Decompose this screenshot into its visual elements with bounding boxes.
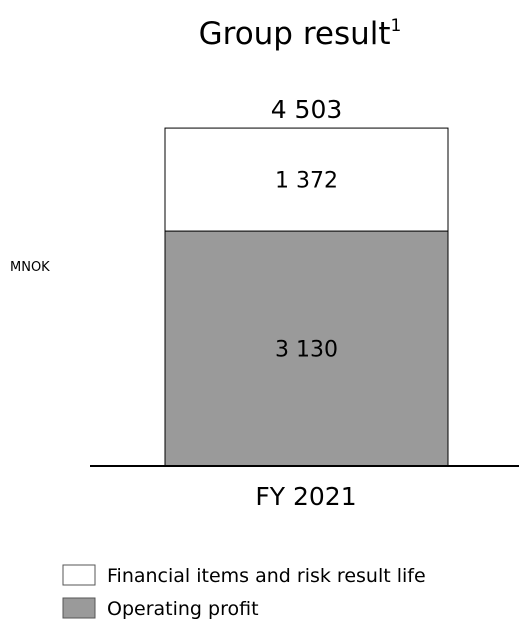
legend: Financial items and risk result life Oper… — [62, 564, 426, 620]
legend-swatch-0 — [62, 564, 96, 586]
category-label: FY 2021 — [255, 482, 356, 511]
chart-title: Group result1 — [199, 16, 402, 52]
y-axis-unit-label: MNOK — [10, 260, 50, 275]
legend-swatch-1 — [62, 597, 96, 619]
bar-segment-1 — [164, 127, 449, 232]
total-label: 4 503 — [271, 95, 343, 124]
legend-label-0: Financial items and risk result life — [107, 565, 426, 587]
bar-segment-label-0: 3 130 — [275, 338, 338, 363]
bar-group: 3 130 1 372 4 503 — [164, 95, 449, 467]
bar-segment-label-1: 1 372 — [275, 169, 338, 194]
chart-title-text: Group result — [199, 16, 391, 52]
bar-segment-0 — [164, 230, 449, 467]
chart-title-footnote: 1 — [391, 16, 402, 36]
legend-label-1: Operating profit — [107, 598, 259, 620]
